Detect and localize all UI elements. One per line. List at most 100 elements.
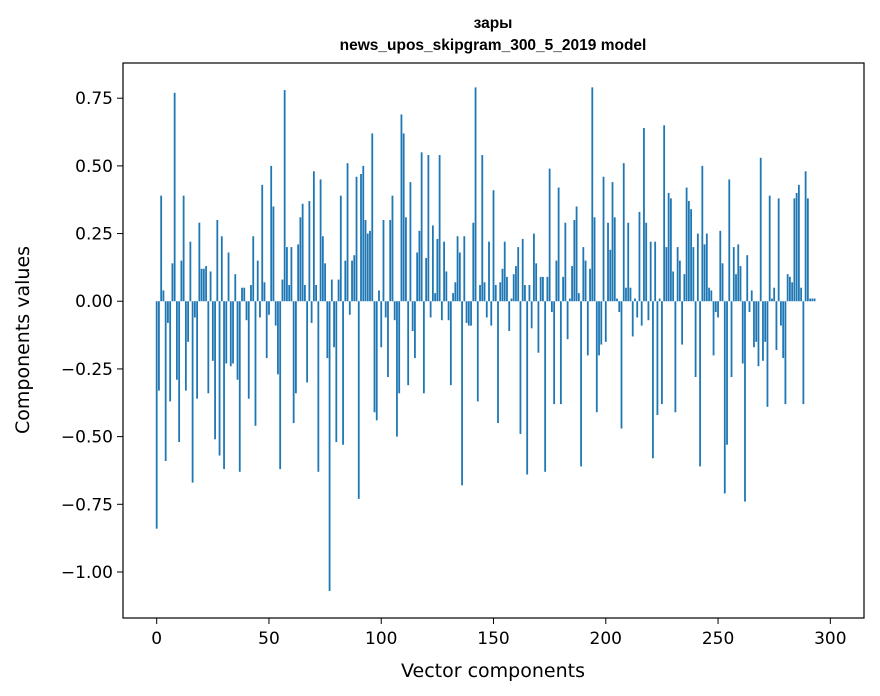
- bar: [411, 301, 414, 332]
- bar: [631, 301, 634, 337]
- bar: [791, 282, 794, 302]
- bar: [434, 293, 437, 302]
- bar: [342, 301, 344, 445]
- bar: [564, 222, 567, 302]
- bar: [295, 301, 297, 394]
- bar: [232, 301, 234, 364]
- bar: [759, 157, 762, 302]
- bar: [548, 168, 551, 302]
- bar: [292, 301, 295, 424]
- bar: [193, 301, 196, 318]
- bar: [443, 241, 445, 302]
- bar: [503, 241, 506, 302]
- bar: [209, 271, 212, 302]
- bar: [701, 165, 704, 302]
- bar: [768, 195, 771, 302]
- bar: [521, 238, 524, 302]
- bar: [348, 301, 351, 315]
- bar: [198, 222, 201, 302]
- bar: [649, 241, 652, 302]
- bar: [425, 257, 428, 302]
- bar: [663, 125, 666, 302]
- bar: [321, 236, 324, 302]
- bar: [283, 90, 286, 302]
- bar: [726, 301, 728, 445]
- chart-subtitle: news_upos_skipgram_300_5_2019 model: [340, 37, 647, 54]
- bar: [494, 285, 497, 302]
- bar: [575, 206, 578, 302]
- bar: [429, 301, 432, 318]
- bar: [656, 301, 659, 415]
- bar: [573, 220, 576, 302]
- bar: [229, 301, 232, 367]
- bar: [479, 285, 481, 302]
- bar: [256, 260, 259, 302]
- bars-group: [155, 87, 816, 591]
- bar: [582, 247, 585, 302]
- bar: [692, 247, 695, 302]
- bar: [741, 301, 744, 364]
- y-tick-label: 0.75: [75, 89, 113, 109]
- bar: [211, 301, 214, 361]
- bar: [629, 287, 632, 302]
- y-tick-label: 0.00: [75, 292, 113, 312]
- bar: [546, 276, 549, 302]
- bar: [306, 301, 309, 383]
- bar: [463, 236, 466, 302]
- bar: [517, 247, 520, 302]
- bar: [499, 282, 502, 302]
- bar: [654, 241, 657, 302]
- bar: [784, 301, 787, 405]
- bar: [245, 301, 248, 321]
- bar: [162, 290, 165, 302]
- bar: [200, 268, 203, 302]
- x-tick-label: 200: [590, 629, 622, 649]
- y-tick-label: −0.25: [61, 360, 113, 380]
- bar: [344, 260, 347, 302]
- bar: [155, 301, 158, 529]
- bar: [647, 301, 650, 321]
- bar: [620, 301, 623, 429]
- bar: [757, 301, 760, 367]
- bar: [465, 301, 468, 323]
- bar: [205, 266, 207, 302]
- bar: [811, 298, 814, 302]
- bar: [609, 249, 612, 302]
- bar: [607, 222, 609, 302]
- bar: [196, 301, 198, 399]
- bar: [497, 301, 499, 424]
- bar: [402, 133, 405, 302]
- bar: [737, 244, 740, 302]
- bar: [593, 217, 596, 302]
- bar: [351, 260, 353, 302]
- bar: [526, 301, 529, 475]
- bar: [721, 263, 724, 302]
- bar: [247, 301, 250, 399]
- bar: [506, 276, 508, 302]
- bar: [804, 171, 807, 302]
- bar: [362, 165, 365, 302]
- bar: [559, 301, 562, 405]
- bar: [431, 225, 434, 302]
- bar: [586, 301, 589, 356]
- bar: [719, 230, 722, 302]
- bar: [440, 301, 443, 321]
- bar: [571, 266, 573, 302]
- bar: [483, 282, 486, 302]
- y-axis-label: Components values: [12, 246, 34, 434]
- bar: [223, 301, 225, 470]
- bar: [173, 92, 176, 302]
- bar: [636, 301, 639, 318]
- bar: [550, 301, 553, 313]
- bar: [389, 220, 392, 302]
- bar: [535, 263, 538, 302]
- bar: [750, 290, 753, 302]
- bar: [175, 301, 178, 380]
- x-axis-ticks: 0 50 100 150 200 250 300: [151, 618, 847, 649]
- y-axis-ticks: 0.75 0.50 0.25 0.00 −0.25 −0.50 −0.75 −1.00: [61, 89, 123, 583]
- bar: [705, 233, 708, 302]
- bar: [315, 285, 318, 302]
- bar: [533, 233, 535, 302]
- bar: [625, 287, 627, 302]
- bar: [793, 198, 796, 302]
